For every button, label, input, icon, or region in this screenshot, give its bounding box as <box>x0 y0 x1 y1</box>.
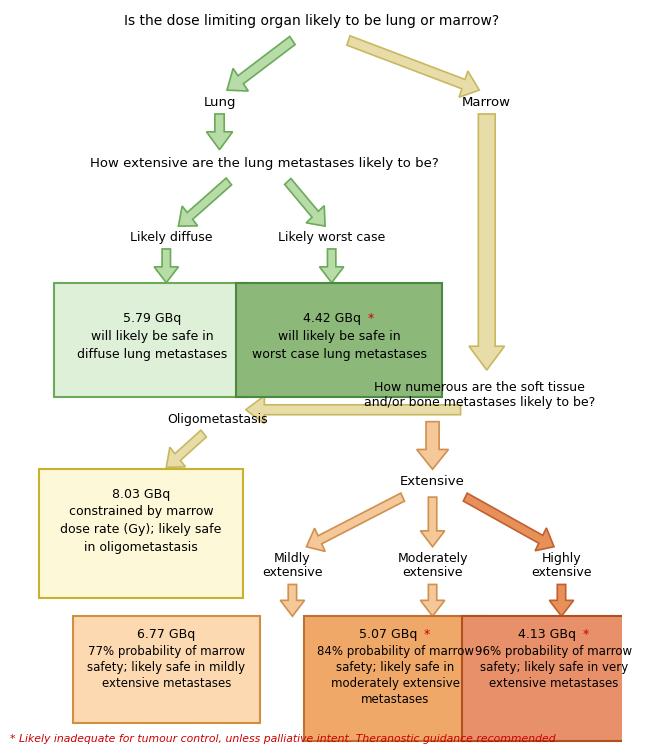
Text: diffuse lung metastases: diffuse lung metastases <box>77 348 227 361</box>
Text: worst case lung metastases: worst case lung metastases <box>252 348 426 361</box>
Text: Mildly: Mildly <box>274 552 311 566</box>
Text: 8.03 GBq: 8.03 GBq <box>112 488 170 501</box>
Text: safety; likely safe in very: safety; likely safe in very <box>480 661 628 675</box>
Polygon shape <box>416 422 448 469</box>
Polygon shape <box>550 584 573 616</box>
Text: How numerous are the soft tissue: How numerous are the soft tissue <box>374 382 585 395</box>
Polygon shape <box>420 584 445 616</box>
Polygon shape <box>246 396 461 424</box>
Text: extensive: extensive <box>531 566 592 579</box>
Text: 5.79 GBq: 5.79 GBq <box>123 312 182 325</box>
Text: Likely worst case: Likely worst case <box>278 230 385 243</box>
Text: extensive: extensive <box>402 566 463 579</box>
Polygon shape <box>280 584 304 616</box>
Polygon shape <box>206 114 233 150</box>
Polygon shape <box>469 114 505 370</box>
Text: Moderately: Moderately <box>397 552 468 566</box>
Text: extensive metastases: extensive metastases <box>101 677 231 691</box>
Text: *: * <box>579 627 589 641</box>
Bar <box>304 616 487 741</box>
Polygon shape <box>420 497 445 547</box>
Text: * Likely inadequate for tumour control, unless palliative intent. Theranostic gu: * Likely inadequate for tumour control, … <box>10 734 556 744</box>
Bar <box>39 469 243 599</box>
Bar <box>54 283 251 398</box>
Text: 6.77 GBq: 6.77 GBq <box>137 627 196 641</box>
Text: in oligometastasis: in oligometastasis <box>84 541 198 554</box>
Text: 96% probability of marrow: 96% probability of marrow <box>475 645 633 658</box>
Text: extensive metastases: extensive metastases <box>489 677 619 691</box>
Text: Lung: Lung <box>204 96 236 108</box>
Text: and/or bone metastases likely to be?: and/or bone metastases likely to be? <box>363 396 595 410</box>
Text: Is the dose limiting organ likely to be lung or marrow?: Is the dose limiting organ likely to be … <box>125 14 500 28</box>
Bar <box>463 616 646 741</box>
Text: dose rate (Gy); likely safe: dose rate (Gy); likely safe <box>60 523 221 536</box>
Polygon shape <box>178 178 231 226</box>
Polygon shape <box>306 493 404 551</box>
Text: 77% probability of marrow: 77% probability of marrow <box>88 645 245 658</box>
Text: 5.07 GBq: 5.07 GBq <box>359 627 417 641</box>
Polygon shape <box>284 178 325 226</box>
Text: How extensive are the lung metastases likely to be?: How extensive are the lung metastases li… <box>90 157 439 170</box>
Bar <box>73 616 260 724</box>
Text: moderately extensive: moderately extensive <box>331 677 459 691</box>
Polygon shape <box>166 430 206 468</box>
Text: *: * <box>364 312 374 325</box>
Text: *: * <box>420 627 430 641</box>
Text: 84% probability of marrow: 84% probability of marrow <box>317 645 473 658</box>
Text: will likely be safe in: will likely be safe in <box>91 330 213 343</box>
Polygon shape <box>463 493 554 550</box>
Text: safety; likely safe in mildly: safety; likely safe in mildly <box>88 661 245 675</box>
Polygon shape <box>154 249 178 282</box>
Text: Marrow: Marrow <box>462 96 511 108</box>
Text: Highly: Highly <box>542 552 581 566</box>
Text: constrained by marrow: constrained by marrow <box>69 505 213 519</box>
Text: will likely be safe in: will likely be safe in <box>278 330 400 343</box>
Text: 4.13 GBq: 4.13 GBq <box>518 627 575 641</box>
Text: Extensive: Extensive <box>400 474 465 488</box>
Text: metastases: metastases <box>361 693 430 706</box>
Text: extensive: extensive <box>262 566 323 579</box>
Text: Likely diffuse: Likely diffuse <box>130 230 212 243</box>
Text: safety; likely safe in: safety; likely safe in <box>336 661 454 675</box>
Polygon shape <box>320 249 344 282</box>
Text: Oligometastasis: Oligometastasis <box>167 413 268 426</box>
Polygon shape <box>347 36 479 97</box>
Text: 4.42 GBq: 4.42 GBq <box>302 312 361 325</box>
Polygon shape <box>227 36 295 91</box>
Bar <box>236 283 442 398</box>
